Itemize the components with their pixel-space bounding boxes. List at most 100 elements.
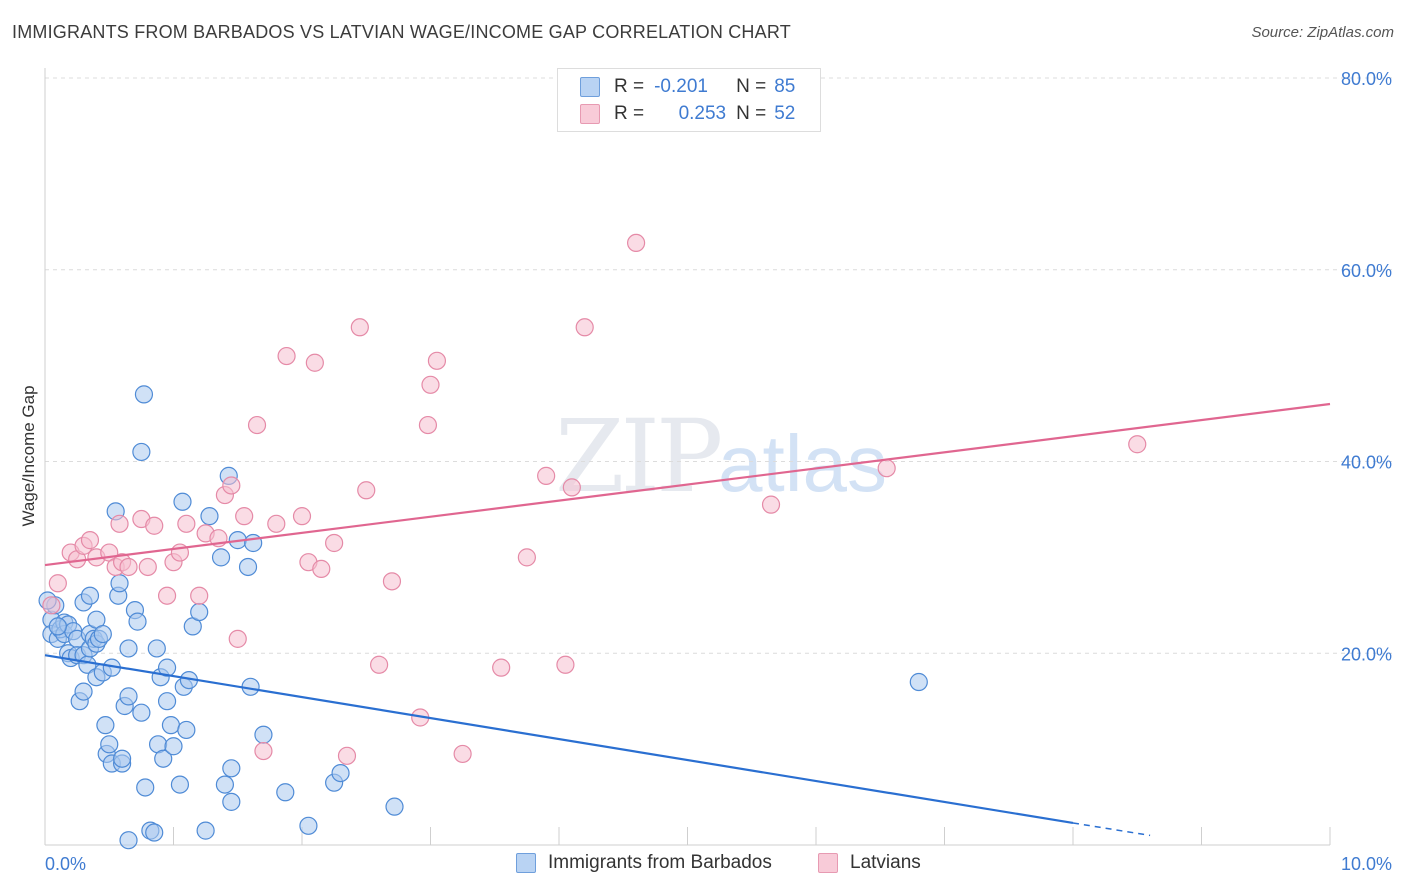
point-barbados [100, 735, 119, 754]
point-latvians [138, 557, 157, 577]
point-barbados [48, 617, 67, 636]
x-tick-label: 10.0% [1341, 854, 1392, 874]
y-tick-label: 60.0% [1341, 261, 1392, 281]
y-tick-label: 80.0% [1341, 69, 1392, 89]
legend-swatch-barbados [580, 77, 600, 97]
point-latvians [421, 375, 440, 394]
series-legend: Immigrants from Barbados Latvians [0, 852, 1406, 878]
point-barbados [164, 737, 183, 756]
chart-title: IMMIGRANTS FROM BARBADOS VS LATVIAN WAGE… [12, 22, 791, 42]
series-latvians-points [42, 233, 1147, 765]
point-latvians [80, 531, 100, 550]
legend-n-value: 52 [774, 103, 796, 124]
point-barbados [173, 492, 192, 511]
point-latvians [305, 353, 324, 372]
y-tick-label: 40.0% [1341, 453, 1392, 473]
correlation-legend: R = -0.201 N = 85 R = 0.253 N = 52 [557, 68, 821, 132]
legend-swatch-latvians [580, 104, 600, 124]
point-barbados [119, 687, 138, 706]
point-latvians [427, 351, 447, 370]
point-latvians [110, 514, 129, 533]
y-tick-label: 20.0% [1341, 644, 1392, 664]
point-barbados [128, 612, 147, 631]
point-barbados [177, 720, 196, 740]
legend-n-label: N = [736, 103, 767, 124]
point-barbados [170, 775, 190, 794]
point-latvians [453, 744, 472, 764]
point-latvians [492, 658, 511, 677]
chart-source: Source: ZipAtlas.com [1251, 24, 1394, 41]
point-barbados [244, 533, 263, 553]
point-latvians [277, 346, 296, 366]
point-barbados [276, 783, 295, 802]
point-latvians [222, 476, 241, 495]
point-latvians [145, 516, 164, 535]
trend-line-barbados-extension [1072, 822, 1151, 837]
point-latvians [1128, 435, 1147, 454]
legend-r-label: R = [614, 103, 645, 124]
point-barbados [119, 831, 138, 850]
point-barbados [238, 557, 258, 577]
point-barbados [161, 716, 181, 735]
point-barbados [222, 792, 241, 811]
point-latvians [190, 586, 209, 605]
point-barbados [157, 692, 177, 711]
point-barbados [211, 548, 231, 567]
tick-labels: 20.0% 40.0% 60.0% 80.0% 0.0% 10.0% [45, 69, 1392, 874]
point-barbados [222, 759, 241, 778]
point-latvians [247, 415, 267, 435]
point-latvians [418, 415, 438, 435]
point-barbados [145, 823, 164, 842]
legend-r-value: 0.253 [678, 103, 727, 124]
point-barbados [331, 763, 350, 783]
point-latvians [42, 596, 61, 615]
point-barbados [215, 775, 234, 794]
series-barbados-points [38, 385, 928, 850]
point-latvians [177, 514, 196, 533]
point-barbados [154, 749, 173, 768]
point-latvians [350, 318, 369, 337]
point-barbados [254, 725, 273, 744]
point-latvians [370, 655, 389, 674]
legend-label-latvians: Latvians [850, 852, 921, 873]
trend-lines [44, 402, 1331, 837]
watermark-zip: ZIP [555, 398, 723, 515]
point-latvians [292, 507, 312, 526]
point-barbados [136, 778, 155, 797]
point-barbados [110, 574, 129, 593]
point-latvians [254, 741, 273, 761]
point-barbados [74, 682, 93, 701]
legend-row-latvians: R = 0.253 N = 52 [580, 102, 795, 126]
point-barbados [909, 672, 928, 692]
point-latvians [877, 459, 896, 478]
point-latvians [537, 466, 556, 485]
point-latvians [48, 574, 67, 593]
point-latvians [235, 507, 254, 526]
point-barbados [93, 624, 112, 644]
trend-line-latvians [44, 402, 1331, 567]
legend-row-barbados: R = -0.201 N = 85 [580, 75, 795, 99]
legend-item-latvians[interactable]: Latvians [818, 852, 921, 874]
point-barbados [132, 703, 151, 722]
legend-n-label: N = [736, 76, 767, 97]
point-latvians [119, 557, 138, 577]
legend-item-barbados[interactable]: Immigrants from Barbados [516, 852, 772, 874]
point-latvians [357, 481, 376, 500]
legend-r-value: -0.201 [654, 76, 708, 97]
x-tick-label: 0.0% [45, 854, 86, 874]
legend-n-value: 85 [774, 76, 796, 97]
point-latvians [626, 233, 646, 253]
point-latvians [761, 495, 781, 514]
point-barbados [385, 797, 404, 816]
point-barbados [96, 716, 115, 735]
point-latvians [312, 559, 331, 578]
point-barbados [134, 385, 154, 404]
point-latvians [228, 629, 247, 648]
point-barbados [112, 749, 132, 768]
point-latvians [517, 548, 536, 567]
axes [44, 68, 1331, 846]
point-latvians [556, 655, 575, 674]
point-latvians [157, 586, 177, 605]
point-latvians [325, 533, 344, 553]
